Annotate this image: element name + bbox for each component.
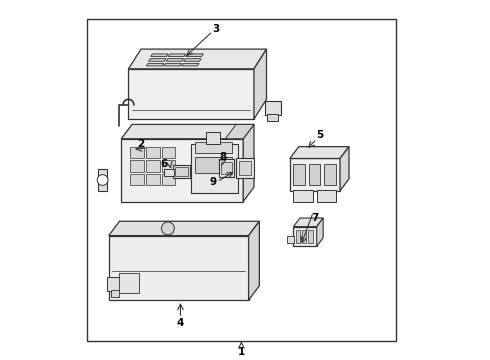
Bar: [195, 157, 232, 173]
Bar: [294, 226, 317, 246]
Bar: [195, 142, 232, 153]
Bar: [87, 19, 395, 341]
Polygon shape: [294, 218, 323, 226]
Bar: [309, 230, 313, 243]
Polygon shape: [109, 221, 259, 235]
Bar: [239, 161, 251, 175]
Text: 6: 6: [161, 159, 168, 169]
Bar: [130, 147, 144, 158]
Text: 9: 9: [209, 177, 216, 187]
Bar: [290, 158, 340, 191]
Bar: [205, 132, 220, 144]
Bar: [173, 165, 191, 178]
Bar: [302, 230, 306, 243]
Polygon shape: [148, 59, 166, 61]
Polygon shape: [186, 54, 203, 57]
Bar: [107, 277, 123, 291]
Polygon shape: [169, 54, 186, 57]
Bar: [162, 174, 175, 185]
Polygon shape: [340, 147, 349, 191]
Bar: [130, 174, 144, 185]
Text: 1: 1: [238, 347, 245, 357]
Bar: [130, 160, 144, 172]
Polygon shape: [248, 221, 259, 300]
Polygon shape: [254, 49, 267, 119]
Polygon shape: [317, 218, 323, 246]
Bar: [294, 190, 313, 202]
Text: 7: 7: [311, 213, 318, 222]
Polygon shape: [225, 125, 254, 139]
Text: 2: 2: [137, 139, 145, 149]
Polygon shape: [151, 54, 168, 57]
Bar: [128, 69, 254, 119]
Polygon shape: [181, 63, 199, 66]
Bar: [324, 164, 336, 185]
Bar: [164, 168, 174, 176]
Bar: [191, 144, 238, 193]
Bar: [146, 160, 160, 172]
Polygon shape: [243, 125, 254, 202]
Text: 8: 8: [220, 152, 227, 162]
Bar: [265, 101, 281, 116]
Bar: [111, 290, 120, 297]
Bar: [175, 167, 188, 176]
Circle shape: [161, 222, 174, 235]
Text: 3: 3: [213, 24, 220, 35]
Bar: [122, 139, 243, 202]
Polygon shape: [166, 59, 184, 61]
Bar: [294, 164, 305, 185]
Text: 4: 4: [177, 319, 184, 328]
Bar: [267, 114, 278, 121]
Bar: [221, 162, 232, 174]
Bar: [219, 159, 234, 177]
Bar: [109, 235, 248, 300]
Bar: [317, 190, 337, 202]
Polygon shape: [98, 169, 107, 191]
Polygon shape: [147, 63, 164, 66]
Bar: [162, 147, 175, 158]
Polygon shape: [128, 49, 267, 69]
Circle shape: [97, 175, 108, 185]
Polygon shape: [122, 125, 254, 139]
Bar: [120, 273, 139, 293]
Bar: [295, 230, 300, 243]
Polygon shape: [164, 63, 181, 66]
Polygon shape: [184, 59, 201, 61]
Bar: [146, 147, 160, 158]
Polygon shape: [290, 147, 349, 158]
Bar: [236, 158, 254, 178]
Bar: [162, 160, 175, 172]
Text: 5: 5: [317, 130, 324, 140]
Bar: [309, 164, 320, 185]
Bar: [146, 174, 160, 185]
Bar: [287, 235, 294, 243]
